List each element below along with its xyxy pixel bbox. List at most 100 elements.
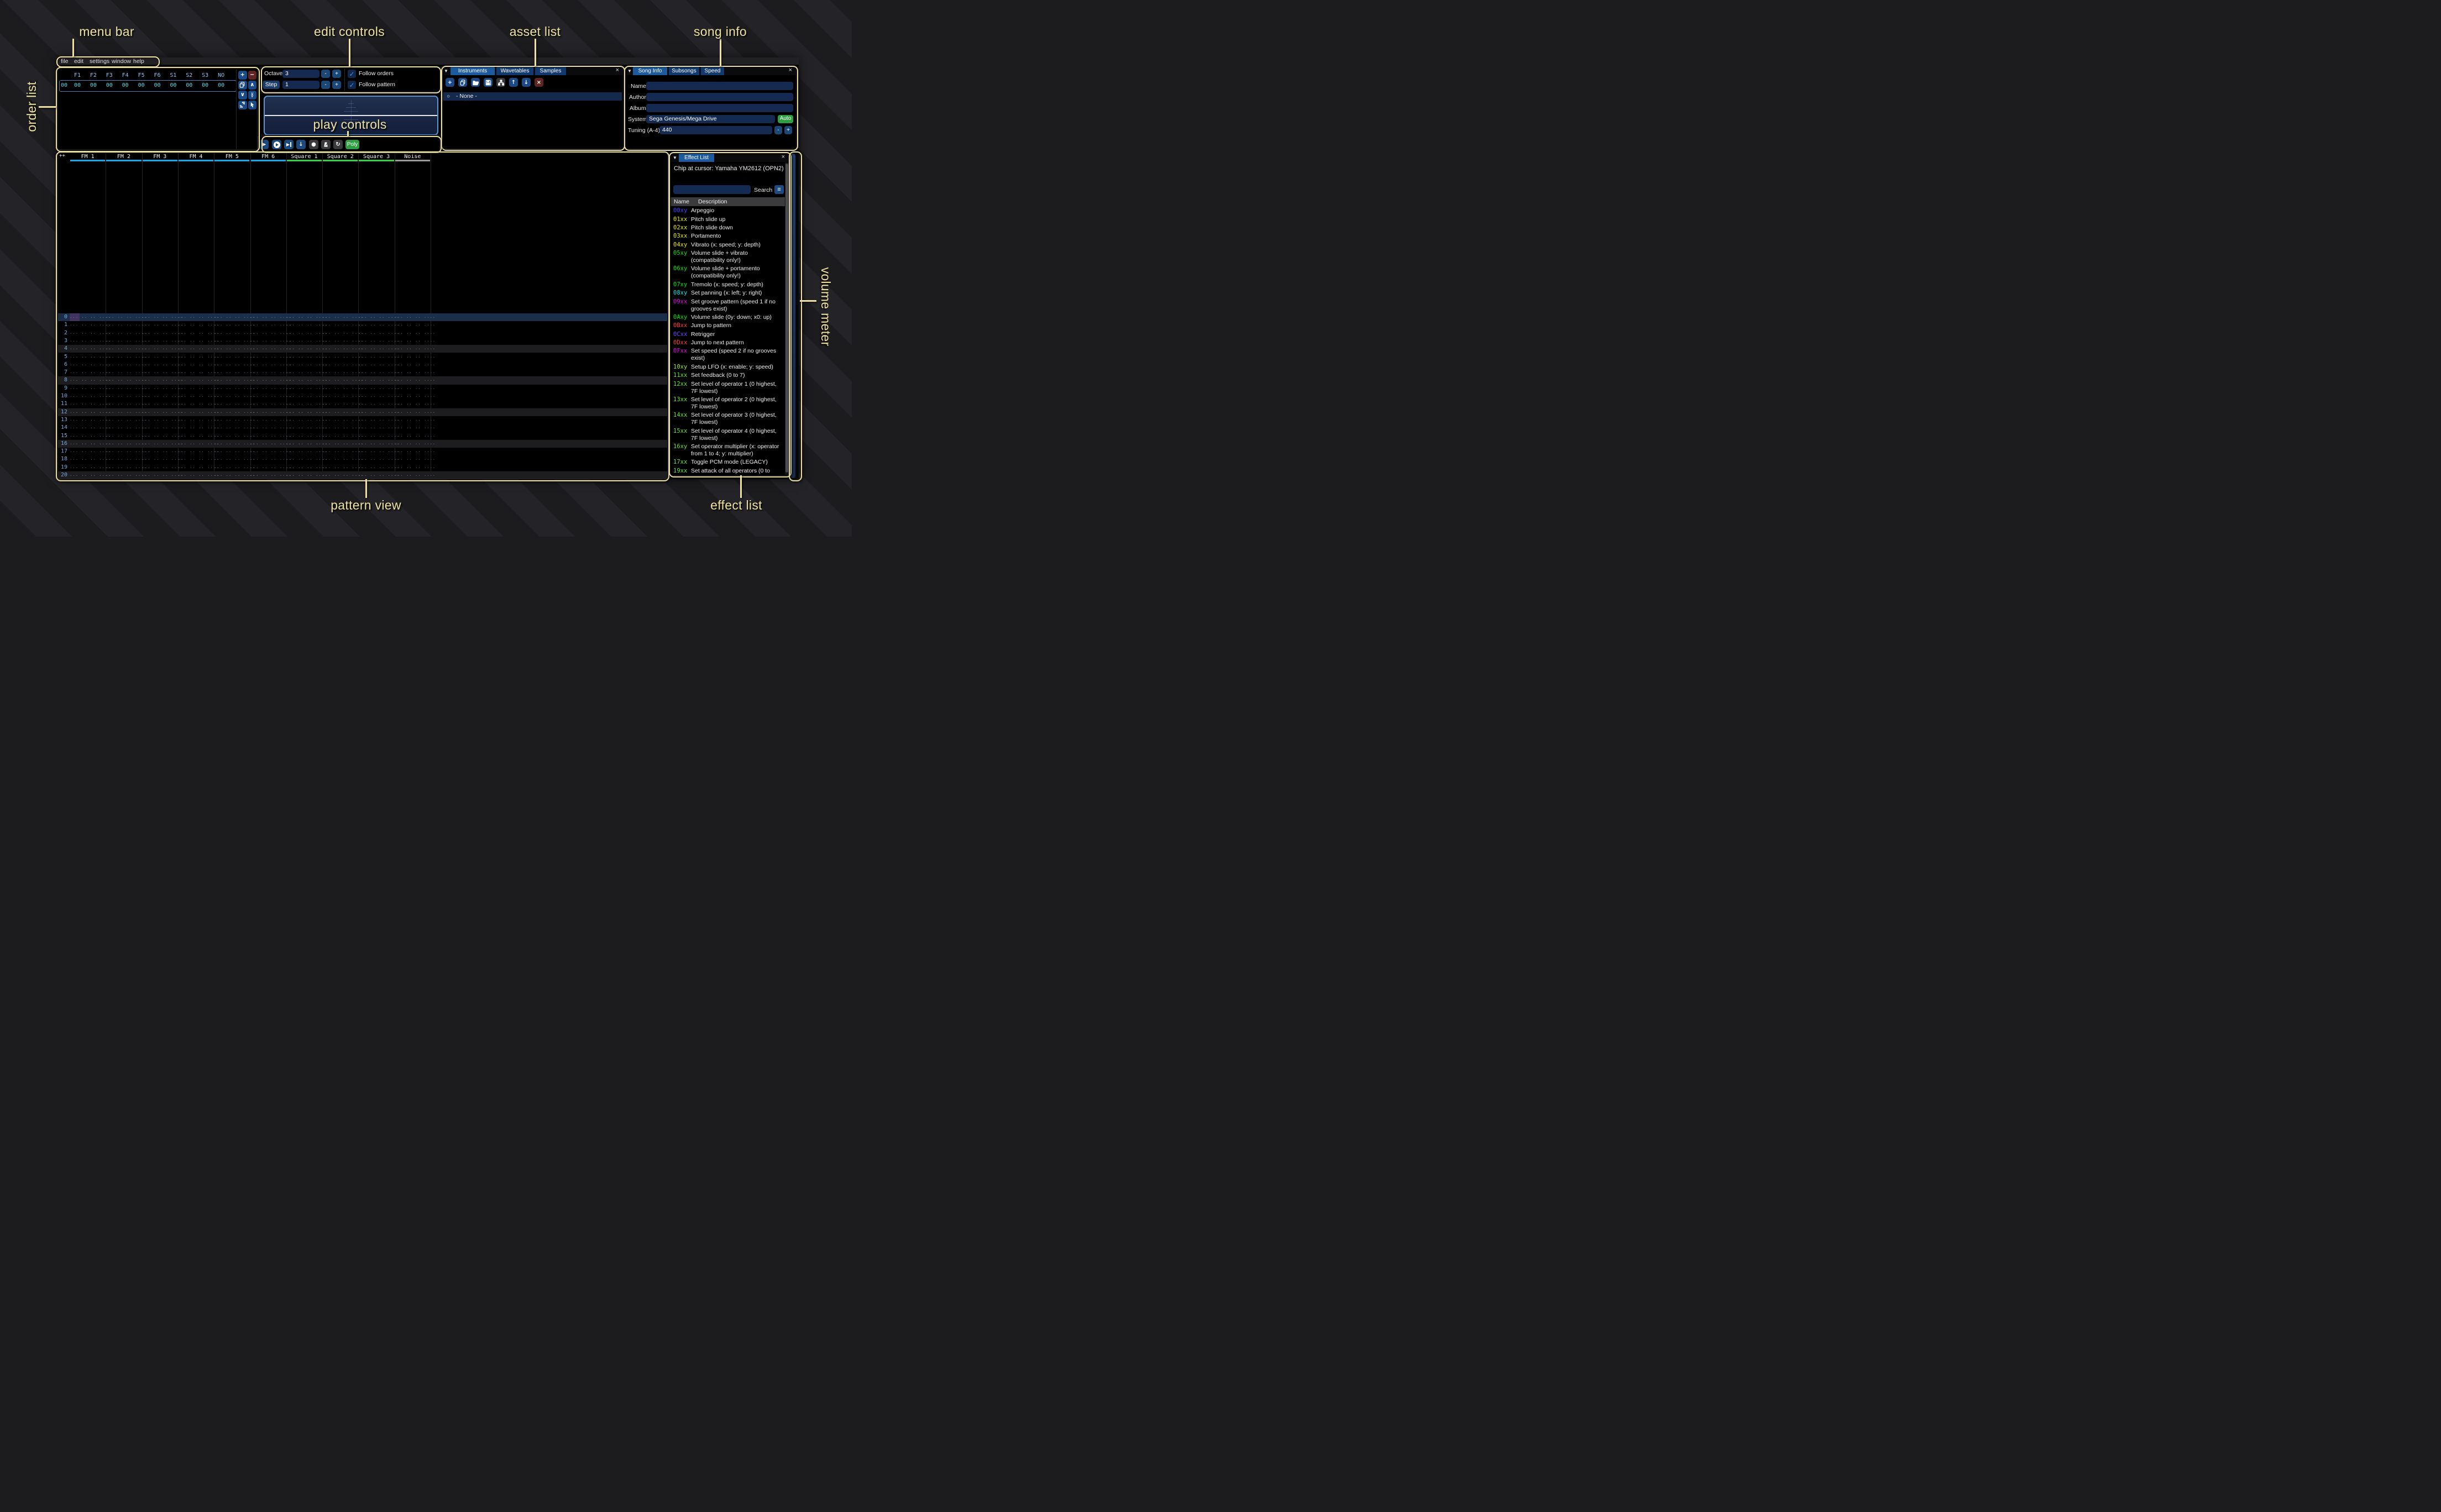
pattern-cell[interactable]: ··· ·· ·· ···· bbox=[106, 315, 147, 320]
pattern-cell[interactable]: ··· ·· ·· ···· bbox=[70, 347, 111, 352]
effect-row-0Dxx[interactable]: 0Dxx Jump to next pattern bbox=[671, 339, 788, 347]
pattern-cell[interactable]: ··· ·· ·· ···· bbox=[322, 410, 364, 415]
pattern-cell[interactable]: ··· ·· ·· ···· bbox=[286, 370, 328, 376]
pattern-cell[interactable]: ··· ·· ·· ···· bbox=[322, 465, 364, 470]
tab-song-info[interactable]: Song Info bbox=[633, 67, 667, 75]
pattern-cell[interactable]: ··· ·· ·· ···· bbox=[214, 433, 255, 439]
collapse-icon[interactable]: ▼ bbox=[627, 69, 632, 74]
tab-wavetables[interactable]: Wavetables bbox=[496, 67, 533, 75]
step-decrease-button[interactable]: - bbox=[321, 81, 330, 89]
pattern-cell[interactable]: ··· ·· ·· ···· bbox=[250, 426, 291, 431]
duplicate-end-button[interactable]: ∨ ∨ bbox=[248, 91, 256, 99]
pattern-cell[interactable]: ··· ·· ·· ···· bbox=[106, 410, 147, 415]
record-button[interactable]: ● bbox=[309, 140, 318, 149]
follow-pattern-checkbox[interactable]: ✓ bbox=[348, 81, 356, 89]
pattern-cell[interactable]: ··· ·· ·· ···· bbox=[322, 378, 364, 384]
pattern-cell[interactable]: ··· ·· ·· ···· bbox=[358, 394, 400, 399]
pattern-cell[interactable]: ··· ·· ·· ···· bbox=[394, 330, 436, 336]
tab-instruments[interactable]: Instruments bbox=[451, 67, 495, 75]
menu-item-help[interactable]: help bbox=[133, 58, 144, 65]
follow-orders-checkbox[interactable]: ✓ bbox=[348, 70, 356, 78]
pattern-cell[interactable]: ··· ·· ·· ···· bbox=[142, 354, 184, 360]
order-value[interactable]: 00 bbox=[106, 82, 113, 88]
pattern-cell[interactable]: ··· ·· ·· ···· bbox=[358, 370, 400, 376]
pattern-cell[interactable]: ··· ·· ·· ···· bbox=[322, 354, 364, 360]
pattern-cell[interactable]: ··· ·· ·· ···· bbox=[142, 370, 184, 376]
pattern-cell[interactable]: ··· ·· ·· ···· bbox=[142, 323, 184, 328]
pattern-cell[interactable]: ··· ·· ·· ···· bbox=[177, 441, 219, 447]
order-value[interactable]: 00 bbox=[170, 82, 177, 88]
effect-row-01xx[interactable]: 01xx Pitch slide up bbox=[671, 215, 788, 223]
pattern-cell[interactable]: ··· ·· ·· ···· bbox=[142, 433, 184, 439]
pattern-cell[interactable]: ··· ·· ·· ···· bbox=[214, 338, 255, 344]
pattern-cell[interactable]: ··· ·· ·· ···· bbox=[286, 330, 328, 336]
pattern-cell[interactable]: ··· ·· ·· ···· bbox=[177, 426, 219, 431]
collapse-icon[interactable]: ▼ bbox=[673, 155, 677, 160]
pattern-cell[interactable]: ··· ·· ·· ···· bbox=[106, 394, 147, 399]
radio-icon[interactable]: ○ bbox=[447, 93, 451, 99]
pattern-cell[interactable]: ··· ·· ·· ···· bbox=[214, 465, 255, 470]
pattern-cell[interactable]: ··· ·· ·· ···· bbox=[142, 394, 184, 399]
pattern-cell[interactable]: ··· ·· ·· ···· bbox=[358, 457, 400, 463]
pattern-cell[interactable]: ··· ·· ·· ···· bbox=[177, 338, 219, 344]
add-asset-button[interactable]: + bbox=[446, 78, 454, 87]
pattern-cell[interactable]: ··· ·· ·· ···· bbox=[358, 323, 400, 328]
pattern-cell[interactable]: ··· ·· ·· ···· bbox=[322, 402, 364, 407]
effect-search-input[interactable] bbox=[673, 185, 751, 194]
pattern-cell[interactable]: ··· ·· ·· ···· bbox=[322, 386, 364, 391]
pattern-cell[interactable]: ··· ·· ·· ···· bbox=[250, 378, 291, 384]
pattern-corner[interactable]: ++ bbox=[59, 153, 65, 159]
pattern-cell[interactable]: ··· ·· ·· ···· bbox=[358, 386, 400, 391]
pattern-cell[interactable]: ··· ·· ·· ···· bbox=[142, 362, 184, 368]
pattern-cell[interactable]: ··· ·· ·· ···· bbox=[286, 323, 328, 328]
pattern-cell[interactable]: ··· ·· ·· ···· bbox=[250, 402, 291, 407]
pattern-cell[interactable]: ··· ·· ·· ···· bbox=[358, 433, 400, 439]
close-icon[interactable]: × bbox=[615, 67, 619, 74]
channel-header-fm-6[interactable]: FM 6 bbox=[261, 154, 275, 160]
pattern-cell[interactable]: ··· ·· ·· ···· bbox=[106, 370, 147, 376]
menu-item-file[interactable]: file bbox=[61, 58, 69, 65]
pattern-cell[interactable]: ··· ·· ·· ···· bbox=[70, 386, 111, 391]
pattern-cell[interactable]: ··· ·· ·· ···· bbox=[322, 347, 364, 352]
channel-header-square-3[interactable]: Square 3 bbox=[363, 154, 390, 160]
pattern-cell[interactable]: ··· ·· ·· ···· bbox=[177, 394, 219, 399]
octave-increase-button[interactable]: + bbox=[332, 70, 341, 78]
pattern-cell[interactable]: ··· ·· ·· ···· bbox=[177, 449, 219, 455]
pattern-row-12[interactable]: 12 ··· ·· ·· ···· ··· ·· ·· ···· ··· ·· ·· … bbox=[58, 408, 667, 416]
pattern-cell[interactable]: ··· ·· ·· ···· bbox=[106, 330, 147, 336]
pattern-cell[interactable]: ··· ·· ·· ···· bbox=[106, 386, 147, 391]
pattern-cell[interactable]: ··· ·· ·· ···· bbox=[214, 330, 255, 336]
pattern-cell[interactable]: ··· ·· ·· ···· bbox=[142, 402, 184, 407]
effect-row-02xx[interactable]: 02xx Pitch slide down bbox=[671, 224, 788, 232]
pattern-cell[interactable]: ··· ·· ·· ···· bbox=[142, 473, 184, 478]
pattern-cell[interactable]: ··· ·· ·· ···· bbox=[394, 426, 436, 431]
pattern-cell[interactable]: ··· ·· ·· ···· bbox=[142, 417, 184, 423]
effect-row-0Cxx[interactable]: 0Cxx Retrigger bbox=[671, 330, 788, 339]
pattern-cell[interactable]: ··· ·· ·· ···· bbox=[286, 417, 328, 423]
pattern-cell[interactable]: ··· ·· ·· ···· bbox=[358, 315, 400, 320]
pattern-cell[interactable]: ··· ·· ·· ···· bbox=[250, 338, 291, 344]
pattern-cell[interactable]: ··· ·· ·· ···· bbox=[394, 441, 436, 447]
pattern-cell[interactable]: ··· ·· ·· ···· bbox=[106, 441, 147, 447]
pattern-cell[interactable]: ··· ·· ·· ···· bbox=[70, 441, 111, 447]
effect-row-03xx[interactable]: 03xx Portamento bbox=[671, 232, 788, 240]
order-value[interactable]: 00 bbox=[202, 82, 209, 88]
pattern-row-9[interactable]: 9 ··· ·· ·· ···· ··· ·· ·· ···· ··· ·· ·· ·… bbox=[58, 385, 667, 392]
pattern-cell[interactable]: ··· ·· ·· ···· bbox=[394, 386, 436, 391]
effect-row-13xx[interactable]: 13xx Set level of operator 2 (0 highest, … bbox=[671, 396, 788, 411]
pattern-cell[interactable]: ··· ·· ·· ···· bbox=[70, 370, 111, 376]
effect-row-15xx[interactable]: 15xx Set level of operator 4 (0 highest, … bbox=[671, 427, 788, 443]
pattern-cell[interactable]: ··· ·· ·· ···· bbox=[142, 347, 184, 352]
pattern-cell[interactable]: ··· ·· ·· ···· bbox=[286, 449, 328, 455]
save-asset-button[interactable] bbox=[484, 78, 493, 87]
metronome-button[interactable] bbox=[321, 140, 331, 149]
effect-row-12xx[interactable]: 12xx Set level of operator 1 (0 highest, … bbox=[671, 380, 788, 395]
pattern-cell[interactable]: ··· ·· ·· ···· bbox=[322, 441, 364, 447]
pattern-row-8[interactable]: 8 ··· ·· ·· ···· ··· ·· ·· ···· ··· ·· ·· ·… bbox=[58, 376, 667, 385]
pattern-cell[interactable]: ··· ·· ·· ···· bbox=[358, 347, 400, 352]
pattern-cell[interactable]: ··· ·· ·· ···· bbox=[394, 410, 436, 415]
pattern-cursor-cell[interactable] bbox=[70, 313, 80, 322]
pattern-cell[interactable]: ··· ·· ·· ···· bbox=[177, 378, 219, 384]
effect-row-14xx[interactable]: 14xx Set level of operator 3 (0 highest, … bbox=[671, 411, 788, 427]
channel-header-fm-1[interactable]: FM 1 bbox=[81, 154, 95, 160]
